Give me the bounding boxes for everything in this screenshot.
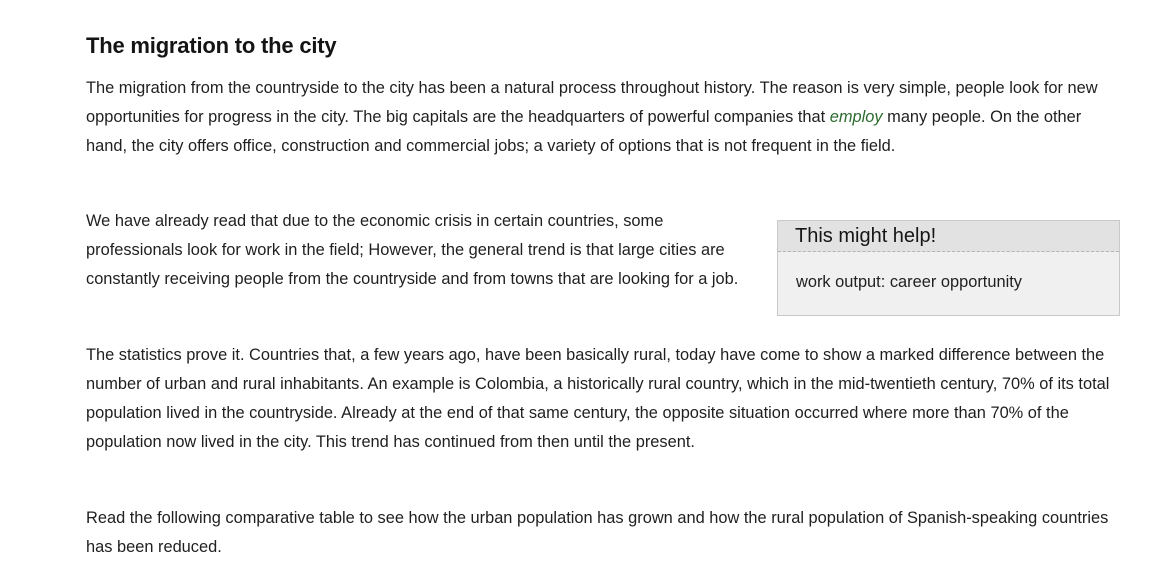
help-box-definition: work output: career opportunity bbox=[796, 273, 1022, 292]
paragraph-statistics: The statistics prove it. Countries that,… bbox=[86, 346, 1110, 451]
vocabulary-highlight-employ[interactable]: employ bbox=[829, 108, 883, 126]
paragraph-intro-text-start: The migration from the countryside to th… bbox=[86, 79, 1098, 126]
paragraph-intro: The migration from the countryside to th… bbox=[86, 74, 1126, 161]
paragraph-intro-text-end: many people. On the other hand, the city… bbox=[86, 108, 1082, 155]
help-box-term: work output: bbox=[796, 273, 886, 291]
page-title: The migration to the city bbox=[86, 33, 337, 58]
paragraph-trend: We have already read that due to the eco… bbox=[86, 212, 739, 288]
paragraph-table-intro: Read the following comparative table to … bbox=[86, 509, 1109, 556]
help-box-title: This might help! bbox=[778, 221, 1119, 252]
help-box: This might help! work output: career opp… bbox=[777, 220, 1120, 316]
help-box-meaning: career opportunity bbox=[885, 273, 1022, 291]
